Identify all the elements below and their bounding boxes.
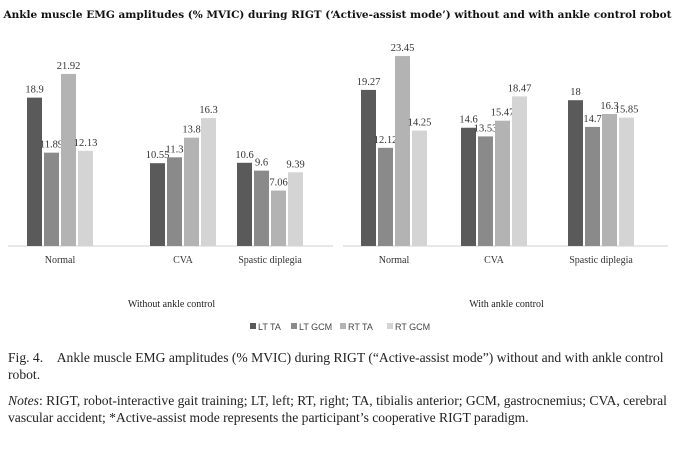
panel-2-data-label: 23.45: [391, 43, 415, 54]
legend-swatch-lt-ta: [250, 323, 256, 329]
panel-1-bar-lt-gcm-3: [254, 170, 269, 246]
chart-title: Ankle muscle EMG amplitudes (% MVIC) dur…: [3, 9, 672, 21]
panel-2-data-label: 12.12: [374, 135, 398, 146]
panel-2-category-label: CVA: [484, 255, 505, 266]
panel-1-data-label: 9.6: [255, 158, 268, 169]
panel-1-data-label: 9.39: [286, 159, 304, 170]
panel-2-data-label: 15.47: [491, 108, 515, 119]
panel-1-bar-rt-gcm-1: [78, 150, 93, 246]
legend-label-lt-ta: LT TA: [258, 322, 281, 332]
panel-1-category-label: Normal: [45, 255, 76, 266]
legend-swatch-lt-gcm: [291, 323, 297, 329]
panel-1-data-label: 12.13: [74, 138, 98, 149]
panel-1-bar-lt-ta-2: [150, 163, 165, 246]
legend-label-rt-ta: RT TA: [348, 322, 373, 332]
panel-2-bar-lt-gcm-2: [478, 136, 493, 246]
panel-2-data-label: 14.25: [408, 118, 432, 129]
panel-2-bar-lt-ta-1: [361, 89, 376, 247]
panel-2-data-label: 19.27: [357, 77, 381, 88]
panel-1-data-label: 18.9: [25, 85, 43, 96]
panel-2-data-label: 14.7: [583, 114, 601, 125]
panel-2-bar-rt-ta-1: [395, 56, 410, 247]
legend-label-lt-gcm: LT GCM: [299, 322, 332, 332]
panel-1-bar-lt-gcm-1: [44, 152, 59, 246]
panel-1-bar-rt-ta-3: [271, 190, 286, 246]
panel-2-data-label: 14.6: [459, 115, 477, 126]
panel-2-data-label: 18: [570, 87, 581, 98]
panel-1-data-label: 11.3: [166, 144, 184, 155]
panel-1-category-label: CVA: [173, 255, 194, 266]
legend-swatch-rt-gcm: [387, 323, 393, 329]
panel-2-axis-label: With ankle control: [469, 299, 544, 310]
panel-2-bar-rt-gcm-3: [619, 117, 634, 247]
panel-2-data-label: 16.3: [600, 101, 618, 112]
panel-1-data-label: 10.55: [146, 150, 170, 161]
panel-1-data-label: 11.89: [40, 140, 63, 151]
panel-1-bar-rt-gcm-3: [288, 172, 303, 246]
panel-1-category-label: Spastic diplegia: [238, 255, 302, 266]
figure-notes: Notes: RIGT, robot-interactive gait trai…: [8, 392, 670, 426]
panel-2-category-label: Spastic diplegia: [569, 255, 633, 266]
panel-2-bar-lt-ta-2: [461, 127, 476, 246]
panel-2-bar-rt-gcm-2: [512, 96, 527, 246]
panel-2-bar-lt-gcm-3: [585, 126, 600, 246]
figure-caption: Fig. 4. Ankle muscle EMG amplitudes (% M…: [8, 350, 664, 382]
notes-text: : RIGT, robot-interactive gait training;…: [8, 393, 667, 425]
panel-1-bar-rt-ta-1: [61, 73, 76, 246]
panel-2-data-label: 13.53: [474, 123, 498, 134]
panel-2-bar-rt-ta-3: [602, 113, 617, 246]
panel-1-data-label: 10.6: [235, 150, 253, 161]
panel-2-category-label: Normal: [379, 255, 410, 266]
panel-2-bar-rt-gcm-1: [412, 130, 427, 246]
panel-1-bar-rt-gcm-2: [201, 118, 216, 246]
panel-1-data-label: 16.3: [199, 105, 217, 116]
panel-1-axis-label: Without ankle control: [128, 299, 216, 310]
panel-2-bar-lt-ta-3: [568, 100, 583, 246]
panel-1-bar-rt-ta-2: [184, 137, 199, 246]
panel-2-bar-lt-gcm-1: [378, 147, 393, 246]
panel-1-bar-lt-gcm-2: [167, 157, 182, 246]
panel-1-data-label: 13.8: [182, 125, 200, 136]
panel-1-data-label: 21.92: [57, 61, 81, 72]
panel-2-data-label: 18.47: [508, 83, 532, 94]
panel-1-bar-lt-ta-1: [27, 97, 42, 246]
panel-1-bar-lt-ta-3: [237, 162, 252, 246]
panel-2-data-label: 15.85: [615, 105, 639, 116]
panel-1-data-label: 7.06: [269, 178, 287, 189]
legend-label-rt-gcm: RT GCM: [395, 322, 430, 332]
panel-2-bar-rt-ta-2: [495, 120, 510, 246]
legend-swatch-rt-ta: [340, 323, 346, 329]
notes-label: Notes: [8, 393, 39, 408]
